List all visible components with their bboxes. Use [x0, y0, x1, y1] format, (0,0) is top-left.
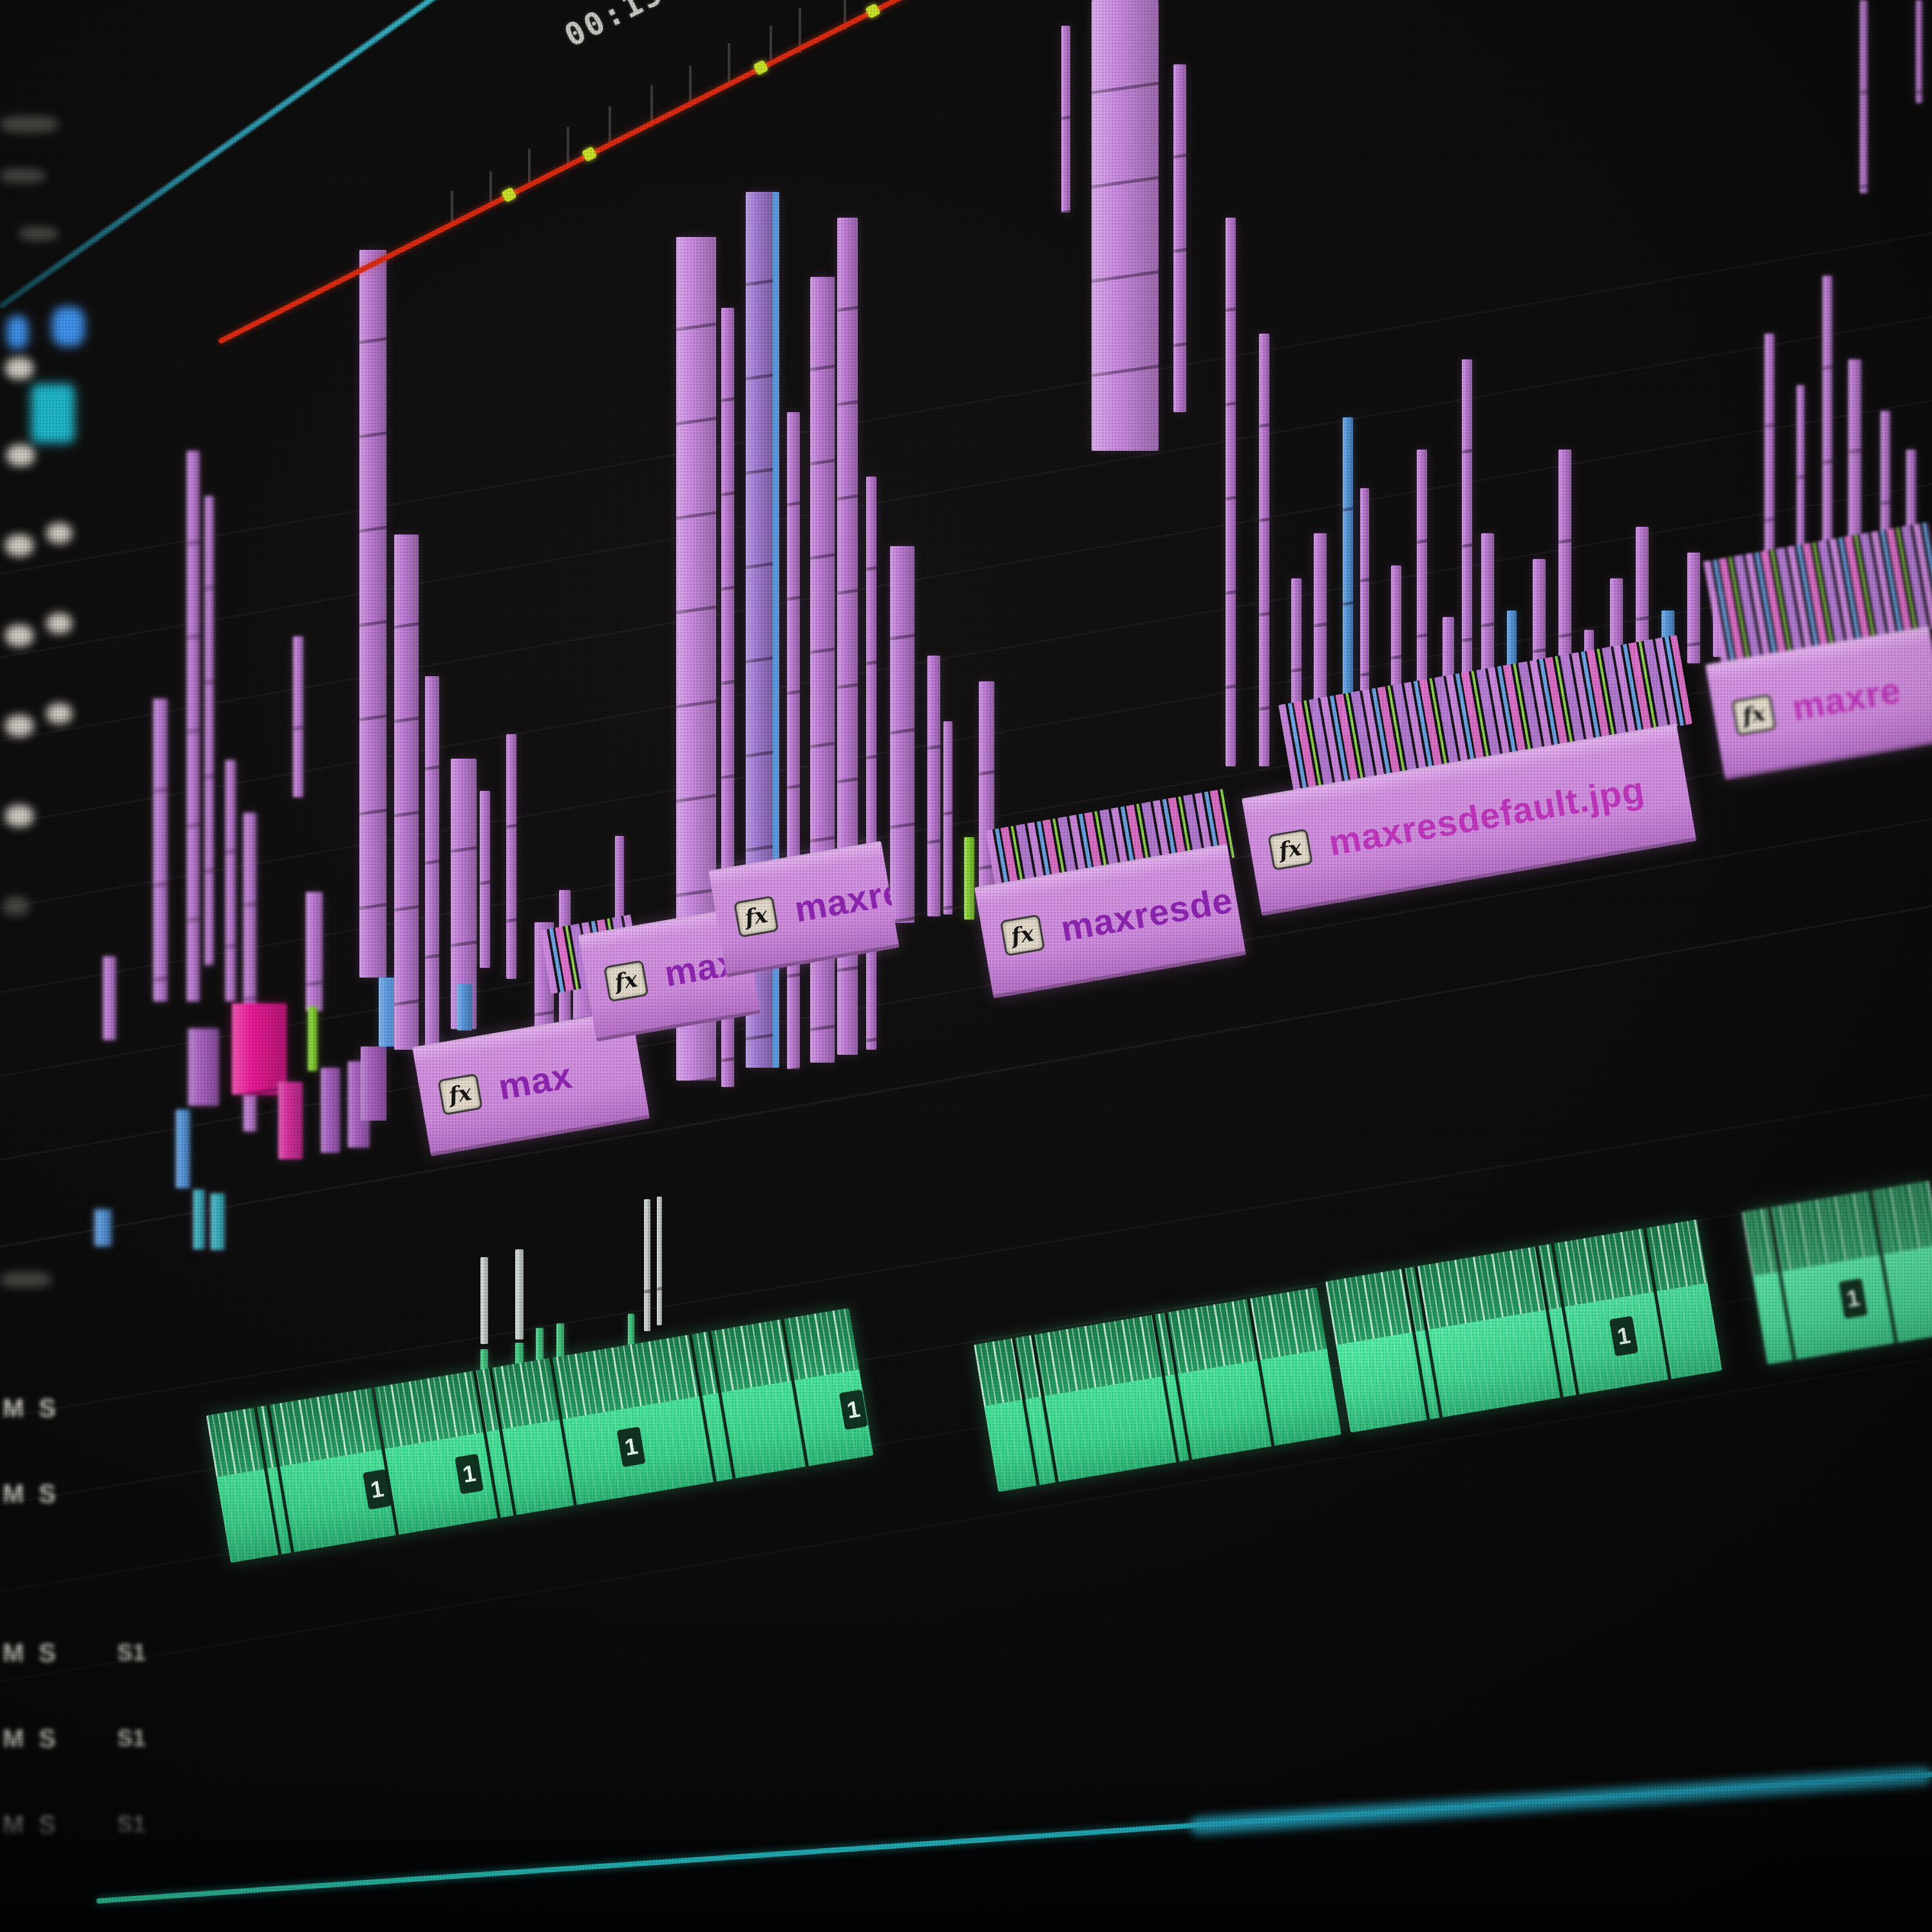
screen-bezel-area [0, 1784, 1932, 1932]
